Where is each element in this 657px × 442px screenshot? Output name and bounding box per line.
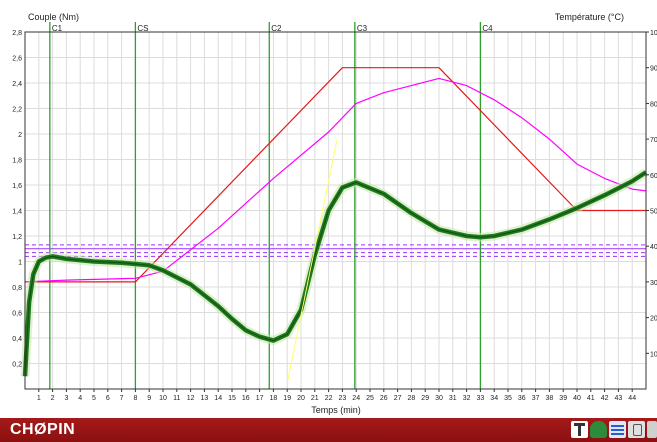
left-tick-label: 0,2 [12,362,22,369]
series-core-2 [24,171,647,377]
x-tick-label: 24 [352,395,360,402]
x-tick-label: 13 [201,395,209,402]
x-tick-label: 34 [490,395,498,402]
left-tick-label: 1,6 [12,183,22,190]
x-tick-label: 38 [546,395,554,402]
left-axis-label: Couple (Nm) [28,12,79,22]
marker-label-cs: CS [137,24,148,33]
left-tick-label: 1 [18,260,22,267]
x-tick-label: 40 [573,395,581,402]
marker-label-c3: C3 [357,24,368,33]
left-tick-label: 1,4 [12,209,22,216]
x-tick-label: 23 [339,395,347,402]
x-tick-label: 31 [449,395,457,402]
footer-bar: CHØPIN [0,418,657,442]
more-icon[interactable] [647,421,657,438]
x-tick-label: 20 [297,395,305,402]
x-tick-label: 19 [283,395,291,402]
right-tick-label: 100 [650,30,657,37]
x-tick-label: 41 [587,395,595,402]
x-tick-label: 44 [628,395,636,402]
marker-label-c4: C4 [482,24,493,33]
right-tick-label: 60 [650,173,657,180]
right-axis-label: Température (°C) [555,12,624,22]
right-tick-label: 30 [650,280,657,287]
x-tick-label: 25 [366,395,374,402]
x-tick-label: 16 [242,395,250,402]
text-cursor-icon[interactable] [571,421,588,438]
series-line-3 [286,140,338,383]
device-icon[interactable] [628,421,645,438]
database-icon[interactable] [590,421,607,438]
x-tick-label: 1 [37,395,41,402]
left-tick-label: 1,8 [12,158,22,165]
left-tick-label: 0,8 [12,285,22,292]
x-tick-label: 11 [173,395,180,402]
x-tick-label: 12 [187,395,195,402]
x-tick-label: 21 [311,395,319,402]
x-tick-label: 5 [92,395,96,402]
x-tick-label: 29 [421,395,429,402]
x-tick-label: 15 [228,395,236,402]
x-tick-label: 32 [463,395,471,402]
x-tick-label: 39 [559,395,567,402]
x-tick-label: 4 [78,395,82,402]
right-tick-label: 80 [650,101,657,108]
left-tick-label: 0,4 [12,336,22,343]
x-tick-label: 18 [270,395,278,402]
left-tick-label: 1,2 [12,234,22,241]
right-tick-label: 10 [650,351,657,358]
x-tick-label: 22 [325,395,333,402]
x-tick-label: 36 [518,395,526,402]
chart-plot: C1 CS C2 C3 C4 1 2 3 4 5 6 7 8 9 10 11 12 13 14 15 16 17 18 19… [12,12,657,415]
x-tick-label: 33 [477,395,485,402]
x-tick-label: 7 [120,395,124,402]
x-tick-label: 37 [532,395,540,402]
right-tick-label: 90 [650,66,657,73]
right-tick-label: 20 [650,316,657,323]
brand-logo: CHØPIN [10,421,76,438]
x-tick-label: 2 [51,395,55,402]
x-tick-label: 3 [64,395,68,402]
left-tick-label: 2,4 [12,81,22,88]
x-tick-label: 27 [394,395,402,402]
x-tick-label: 43 [615,395,623,402]
marker-label-c2: C2 [271,24,282,33]
series-line-0 [25,67,646,283]
x-tick-label: 14 [214,395,222,402]
left-tick-label: 0,6 [12,311,22,318]
x-tick-label: 42 [601,395,609,402]
x-tick-label: 17 [256,395,264,402]
list-icon[interactable] [609,421,626,438]
left-tick-label: 2,6 [12,56,22,63]
x-tick-label: 28 [408,395,416,402]
left-tick-label: 2,2 [12,107,22,114]
x-tick-label: 35 [504,395,512,402]
right-tick-label: 70 [650,137,657,144]
marker-label-c1: C1 [52,24,63,33]
right-tick-label: 50 [650,209,657,216]
left-tick-label: 2 [18,132,22,139]
x-axis-label: Temps (min) [311,405,361,415]
x-tick-label: 9 [147,395,151,402]
x-tick-label: 26 [380,395,388,402]
x-tick-label: 30 [435,395,443,402]
x-tick-label: 8 [133,395,137,402]
left-tick-label: 2,8 [12,30,22,37]
x-tick-label: 10 [159,395,167,402]
right-tick-label: 40 [650,244,657,251]
x-tick-label: 6 [106,395,110,402]
